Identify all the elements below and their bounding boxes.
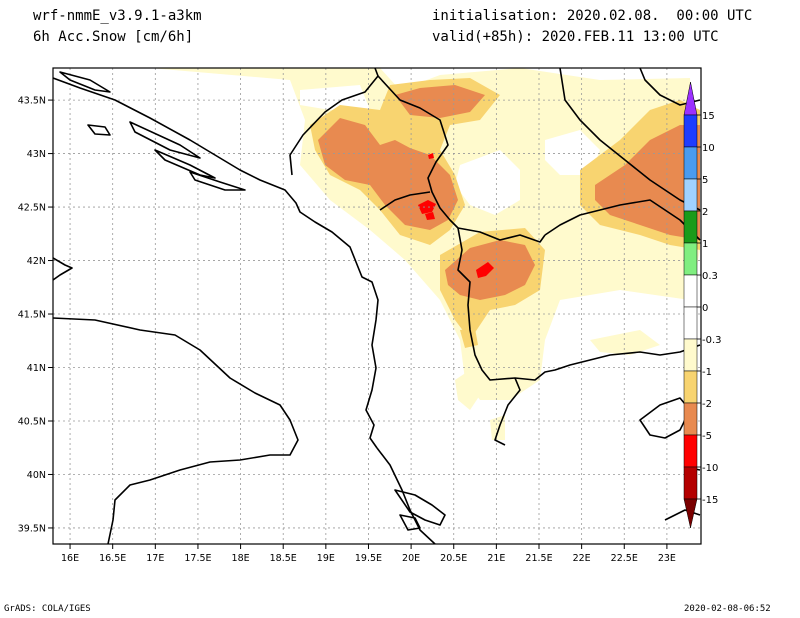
lon-label: 23E: [658, 553, 676, 564]
lon-label: 17E: [146, 553, 164, 564]
lon-label: 19.5E: [355, 553, 382, 564]
model-title: wrf-nmmE_v3.9.1-a3km: [33, 8, 202, 24]
colorbar-segment: [683, 114, 698, 148]
lat-label: 43.5N: [18, 96, 46, 107]
colorbar-label: 2: [702, 207, 708, 218]
lon-label: 18E: [232, 553, 250, 564]
colorbar-segment: [683, 274, 698, 308]
valid-time: valid(+85h): 2020.FEB.11 13:00 UTC: [432, 29, 719, 45]
colorbar-label: 10: [702, 143, 715, 154]
graticule: [53, 68, 701, 544]
lat-label: 42.5N: [18, 203, 46, 214]
lon-label: 22E: [573, 553, 591, 564]
map-frame: [52, 67, 702, 545]
lat-label: 41.5N: [18, 310, 46, 321]
colorbar-segment: [683, 242, 698, 276]
lon-label: 21.5E: [525, 553, 552, 564]
colorbar-segment: [683, 434, 698, 468]
colorbar-label: 5: [702, 175, 708, 186]
field-title: 6h Acc.Snow [cm/6h]: [33, 29, 194, 45]
colorbar-label: 15: [702, 111, 715, 122]
colorbar-label: -1: [702, 367, 712, 378]
footer-left: GrADS: COLA/IGES: [4, 604, 91, 614]
lat-label: 41N: [27, 363, 46, 374]
color-bar: 15 10 5 2 1 0.3 0 -0.3 -1 -2 -5 -10 -15: [683, 81, 722, 529]
init-time: initialisation: 2020.02.08. 00:00 UTC: [432, 8, 753, 24]
colorbar-segment: [683, 402, 698, 436]
colorbar-label: -5: [702, 431, 712, 442]
colorbar-label: -15: [702, 495, 718, 506]
lon-label: 19E: [317, 553, 335, 564]
colorbar-segment: [683, 370, 698, 404]
colorbar-label: -2: [702, 399, 712, 410]
lon-label: 18.5E: [270, 553, 297, 564]
lon-label: 22.5E: [611, 553, 638, 564]
colorbar-label: -10: [702, 463, 718, 474]
colorbar-label: -0.3: [702, 335, 722, 346]
lat-label: 43N: [27, 149, 46, 160]
lon-label: 16E: [61, 553, 79, 564]
footer-right: 2020-02-08-06:52: [684, 604, 771, 614]
colorbar-label: 1: [702, 239, 708, 250]
lon-label: 17.5E: [184, 553, 211, 564]
colorbar-segment: [683, 338, 698, 372]
latitude-axis: 43.5N 43N 42.5N 42N 41.5N 41N 40.5N 40N 39.5N: [18, 96, 53, 534]
snow-shading: [150, 68, 700, 440]
colorbar-segment: [683, 210, 698, 244]
colorbar-segment: [683, 466, 698, 500]
colorbar-bottom-arrow: [683, 498, 698, 529]
lat-label: 39.5N: [18, 523, 46, 534]
lon-label: 20.5E: [440, 553, 467, 564]
colorbar-segment: [683, 178, 698, 212]
lat-label: 40N: [27, 470, 46, 481]
lat-label: 40.5N: [18, 416, 46, 427]
lon-label: 20E: [402, 553, 420, 564]
lat-label: 42N: [27, 256, 46, 267]
lon-label: 21E: [487, 553, 505, 564]
longitude-axis: 16E 16.5E 17E 17.5E 18E 18.5E 19E 19.5E 20E 20.5E…: [61, 544, 676, 564]
coastlines-borders: [53, 68, 701, 544]
colorbar-label: 0: [702, 303, 708, 314]
lon-label: 16.5E: [99, 553, 126, 564]
colorbar-segment: [683, 146, 698, 180]
colorbar-segment: [683, 306, 698, 340]
colorbar-label: 0.3: [702, 271, 718, 282]
